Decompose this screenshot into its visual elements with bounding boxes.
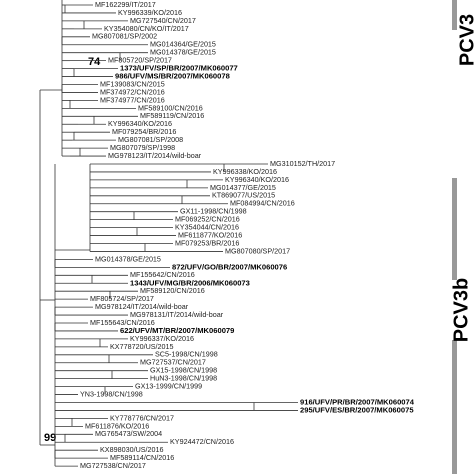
clade-bar — [452, 340, 457, 474]
leaf-label: KX898030/US/2016 — [100, 445, 164, 454]
leaf-label: KY996340/KO/2016 — [225, 175, 289, 184]
leaf-label: KY354080/CN/KO/IT/2017 — [104, 24, 189, 33]
leaf-label: MF589114/CN/2016 — [110, 453, 174, 462]
clade-bar — [452, 0, 457, 30]
leaf-label: 986/UFV/MS/BR/2007/MK060078 — [115, 72, 230, 81]
leaf-label: MF611877/KO/2016 — [178, 230, 242, 239]
leaf-label: 622/UFV/MT/BR/2007/MK060079 — [120, 326, 234, 335]
leaf-label: MG807080/SP/2017 — [225, 246, 290, 255]
leaf-label: MG014378/GE/2015 — [95, 254, 161, 263]
leaf-label: MG807081/SP/2008 — [118, 135, 183, 144]
leaf-label: KY924472/CN/2016 — [170, 437, 234, 446]
leaf-label: MG727537/CN/2017 — [140, 358, 206, 367]
leaf-label: GX11-1998/CN/1998 — [180, 207, 247, 216]
leaf-label: SC5-1998/CN/1998 — [155, 350, 218, 359]
leaf-label: 1373/UFV/SP/BR/2007/MK060077 — [120, 64, 238, 73]
leaf-label: MF084994/CN/2016 — [230, 199, 295, 208]
leaf-label: MF805724/SP/2017 — [90, 294, 154, 303]
clade-label: PCV3b — [450, 278, 472, 342]
leaf-label: MF374972/CN/2016 — [100, 87, 165, 96]
leaf-label: KY996339/KO/2016 — [118, 8, 182, 17]
leaf-label: MF805720/SP/2017 — [108, 56, 172, 65]
leaf-label: MF589100/CN/2016 — [138, 103, 203, 112]
leaf-label: MF079254/BR/2016 — [112, 127, 176, 136]
leaf-label: MG978124/IT/2014/wild-boar — [95, 302, 189, 311]
leaf-label: KT869077/US/2015 — [212, 191, 275, 200]
leaf-label: MG765473/SW/2004 — [95, 429, 162, 438]
leaf-label: GX13-1999/CN/1999 — [135, 382, 202, 391]
node-label: 99 — [44, 432, 56, 444]
leaf-label: MG014378/GE/2015 — [150, 48, 216, 57]
leaf-label: MG310152/TH/2017 — [270, 159, 335, 168]
leaf-label: MG978131/IT/2014/wild-boar — [130, 310, 224, 319]
node-label: 74 — [88, 56, 101, 68]
leaf-label: MF069252/CN/2016 — [175, 215, 240, 224]
leaf-label: MF079253/BR/2016 — [175, 238, 239, 247]
leaf-label: YN3-1998/CN/1998 — [80, 389, 143, 398]
leaf-label: GX15-1998/CN/1998 — [150, 366, 217, 375]
leaf-label: MG978123/IT/2014/wild-boar — [108, 151, 202, 160]
leaf-label: MG807081/SP/2002 — [92, 32, 157, 41]
leaf-label: MG014377/GE/2015 — [210, 183, 276, 192]
leaf-label: MF162299/IT/2017 — [95, 0, 156, 9]
leaf-label: MG727540/CN/2017 — [130, 16, 196, 25]
leaf-label: KY354044/CN/2016 — [175, 223, 239, 232]
leaf-label: MF155643/CN/2016 — [90, 318, 155, 327]
leaf-label: KY996340/KO/2016 — [108, 119, 172, 128]
leaf-label: HuN3-1998/CN/1998 — [150, 374, 217, 383]
leaf-label: 295/UFV/ES/BR/2007/MK060075 — [300, 405, 414, 414]
clade-bar — [452, 178, 457, 280]
leaf-label: MF589120/CN/2016 — [140, 286, 205, 295]
leaf-label: MF155642/CN/2016 — [130, 270, 195, 279]
clade-label: PCV3 — [456, 14, 474, 66]
leaf-label: MF139083/CN/2015 — [100, 79, 165, 88]
leaf-label: 916/UFV/PR/BR/2007/MK060074 — [300, 398, 415, 407]
leaf-label: KY778776/CN/2017 — [110, 413, 174, 422]
leaf-label: 1343/UFV/MG/BR/2006/MK060073 — [130, 278, 250, 287]
leaf-label: MG807079/SP/1998 — [110, 143, 175, 152]
leaf-label: MF611876/KO/2016 — [85, 421, 149, 430]
leaf-label: MG014364/GE/2015 — [150, 40, 216, 49]
leaf-label: MF374977/CN/2016 — [100, 95, 165, 104]
leaf-label: MF589119/CN/2016 — [140, 111, 204, 120]
leaf-label: KY996338/KO/2016 — [213, 167, 277, 176]
leaf-label: MG727538/CN/2017 — [80, 461, 146, 470]
leaf-label: 872/UFV/GO/BR/2007/MK060076 — [172, 262, 287, 271]
leaf-label: KY996337/KO/2016 — [130, 334, 194, 343]
leaf-label: KX778720/US/2015 — [110, 342, 174, 351]
